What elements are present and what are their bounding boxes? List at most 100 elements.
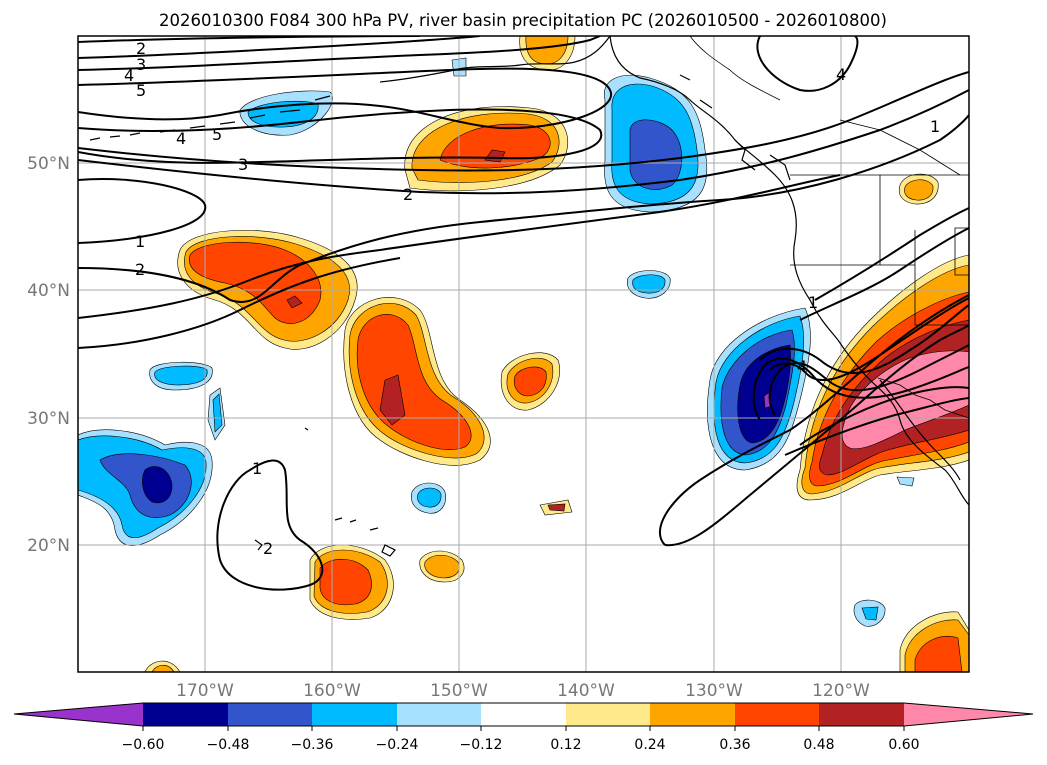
contour-label: 3 <box>136 55 146 74</box>
contour-label: 2 <box>263 539 273 558</box>
pc-neg-blob <box>896 476 915 487</box>
pv-contour <box>784 397 969 456</box>
precip-fill-layer <box>78 36 969 672</box>
figure-title: 2026010300 F084 300 hPa PV, river basin … <box>159 11 887 30</box>
lat-tick-label: 30°N <box>27 409 70 429</box>
pc-neg-blob <box>154 365 208 386</box>
contour-label: 1 <box>135 232 145 251</box>
colorbar-extend-low <box>14 703 143 726</box>
pv-contour <box>752 357 969 421</box>
colorbar-swatch <box>481 703 566 726</box>
pv-contour <box>799 227 969 321</box>
contour-label: 5 <box>212 125 222 144</box>
border-state <box>839 119 961 176</box>
pv-contour-labels: 2 3 4 5 4 5 3 2 1 2 1 2 4 1 4 1 <box>124 39 940 558</box>
pc-pos-blob <box>379 374 406 426</box>
pv-contour <box>78 36 601 71</box>
colorbar-tick-label: 0.12 <box>550 737 581 753</box>
pv-contour <box>664 324 969 547</box>
contour-label: 4 <box>176 129 186 148</box>
border-us-mexico <box>877 377 969 419</box>
pv-contour <box>78 174 841 319</box>
coastline-alaska-peninsula <box>379 36 611 83</box>
pc-pos-blob <box>914 636 963 672</box>
lon-tick-label: 120°W <box>812 681 870 701</box>
contour-label: 3 <box>238 155 248 174</box>
pc-pos-blob <box>513 366 547 397</box>
pv-contour <box>78 257 401 349</box>
lon-axis-labels: 170°W 160°W 150°W 140°W 130°W 120°W <box>176 681 870 701</box>
lat-axis-labels: 50°N 40°N 30°N 20°N <box>27 154 70 556</box>
colorbar-tick-label: −0.48 <box>207 737 250 753</box>
colorbar-tick-label: −0.24 <box>376 737 419 753</box>
colorbar-tick-labels: −0.60 −0.48 −0.36 −0.24 −0.12 0.12 0.24 … <box>122 737 920 753</box>
colorbar: −0.60 −0.48 −0.36 −0.24 −0.12 0.12 0.24 … <box>13 702 1034 753</box>
pv-contour <box>216 459 324 591</box>
colorbar-tick-label: 0.24 <box>634 737 665 753</box>
coastlines <box>89 36 969 557</box>
coastline-island-small <box>254 427 309 551</box>
pc-pos-blob <box>319 558 372 606</box>
pc-pos-blob <box>286 295 303 309</box>
colorbar-extend-high <box>904 703 1033 726</box>
pv-contour <box>659 294 969 546</box>
lon-tick-label: 170°W <box>176 681 234 701</box>
colorbar-swatch <box>650 703 735 726</box>
colorbar-ticks <box>142 726 905 731</box>
pc-pos-blob <box>904 179 934 201</box>
lon-tick-label: 140°W <box>557 681 615 701</box>
pv-contour <box>78 36 481 59</box>
colorbar-tick-label: 0.60 <box>888 737 919 753</box>
pc-pos-blob <box>841 350 969 450</box>
contour-label: 4 <box>124 66 134 85</box>
contour-label: 2 <box>135 260 145 279</box>
pc-pos-blob <box>188 241 322 324</box>
contour-label: 5 <box>136 81 146 100</box>
contour-label: 1 <box>930 117 940 136</box>
contour-label: 4 <box>797 357 807 376</box>
pc-neg-blob <box>417 487 442 508</box>
pv-contour <box>756 36 859 92</box>
lat-tick-label: 40°N <box>27 281 70 301</box>
colorbar-tick-label: −0.36 <box>291 737 334 753</box>
colorbar-tick-label: 0.48 <box>803 737 834 753</box>
pc-neg-blob <box>632 274 666 294</box>
border-alaska-canada <box>689 36 781 101</box>
pv-contour <box>78 108 603 164</box>
pv-contour <box>78 178 207 244</box>
colorbar-tick-label: 0.36 <box>719 737 750 753</box>
border-state <box>790 175 969 326</box>
contour-label: 1 <box>808 293 818 312</box>
lat-tick-label: 50°N <box>27 154 70 174</box>
pv-contours <box>78 36 969 591</box>
map-frame <box>77 35 970 673</box>
pv-contour <box>78 67 613 130</box>
colorbar-swatch <box>819 703 904 726</box>
colorbar-tick-label: −0.60 <box>122 737 165 753</box>
colorbar-swatch <box>397 703 481 726</box>
pv-contour <box>768 344 969 416</box>
pv-contour <box>759 304 969 375</box>
pc-pos-blob <box>547 503 566 512</box>
pc-neg-blob <box>861 606 879 621</box>
map-panel: 2 3 4 5 4 5 3 2 1 2 1 2 4 1 4 1 50°N 40 <box>27 35 970 701</box>
colorbar-swatch <box>143 703 228 726</box>
contour-label: 2 <box>136 39 146 58</box>
country-borders <box>689 36 969 419</box>
pv-contour <box>799 386 969 446</box>
contour-label: 1 <box>252 459 262 478</box>
colorbar-swatch <box>735 703 819 726</box>
pv-contour <box>78 89 969 195</box>
pc-neg-blob <box>212 393 223 433</box>
coastline-bc-islands <box>679 74 791 181</box>
coastline-hawaii <box>334 517 396 557</box>
colorbar-swatch <box>566 703 650 726</box>
lon-tick-label: 160°W <box>303 681 361 701</box>
colorbar-swatch <box>228 703 312 726</box>
lon-tick-label: 130°W <box>685 681 743 701</box>
lat-tick-label: 20°N <box>27 536 70 556</box>
pc-pos-blob <box>424 554 460 579</box>
pc-neg-blob <box>142 466 173 504</box>
lon-tick-label: 150°W <box>430 681 488 701</box>
